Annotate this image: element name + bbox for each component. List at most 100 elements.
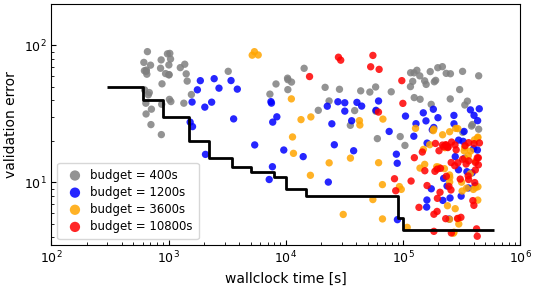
- budget = 400s: [458, 69, 467, 74]
- budget = 1200s: [455, 138, 463, 142]
- budget = 3600s: [378, 217, 387, 221]
- budget = 1200s: [466, 108, 475, 112]
- budget = 400s: [165, 72, 173, 77]
- budget = 1200s: [188, 124, 197, 129]
- budget = 400s: [147, 122, 155, 127]
- budget = 1200s: [268, 164, 277, 169]
- budget = 400s: [272, 82, 280, 86]
- budget = 1200s: [299, 154, 308, 159]
- budget = 400s: [410, 95, 419, 100]
- budget = 1200s: [393, 217, 401, 222]
- budget = 1200s: [371, 108, 380, 113]
- budget = 400s: [430, 79, 438, 84]
- budget = 3600s: [426, 142, 434, 147]
- budget = 3600s: [378, 117, 387, 122]
- budget = 1200s: [443, 184, 451, 188]
- budget = 400s: [158, 81, 166, 86]
- budget = 400s: [283, 76, 292, 81]
- budget = 1200s: [440, 176, 448, 181]
- budget = 400s: [410, 70, 418, 75]
- budget = 1200s: [330, 142, 339, 147]
- budget = 1200s: [419, 110, 428, 115]
- budget = 10800s: [306, 74, 314, 79]
- budget = 3600s: [464, 153, 473, 158]
- budget = 1200s: [454, 167, 463, 172]
- budget = 10800s: [452, 148, 460, 152]
- budget = 10800s: [446, 188, 455, 192]
- budget = 400s: [413, 68, 421, 72]
- budget = 1200s: [215, 86, 224, 90]
- budget = 10800s: [443, 145, 452, 150]
- budget = 1200s: [196, 78, 205, 83]
- budget = 10800s: [461, 143, 470, 148]
- budget = 400s: [158, 102, 166, 107]
- budget = 400s: [446, 97, 455, 101]
- budget = 1200s: [446, 196, 455, 200]
- budget = 1200s: [410, 134, 418, 139]
- budget = 3600s: [289, 151, 298, 156]
- budget = 10800s: [375, 67, 383, 72]
- budget = 3600s: [378, 182, 386, 187]
- budget = 1200s: [445, 217, 453, 221]
- budget = 3600s: [449, 231, 458, 235]
- budget = 10800s: [470, 141, 479, 146]
- budget = 10800s: [438, 143, 446, 147]
- budget = 1200s: [457, 194, 465, 198]
- budget = 1200s: [272, 115, 281, 119]
- budget = 400s: [167, 99, 175, 104]
- budget = 1200s: [473, 148, 482, 152]
- budget = 10800s: [398, 78, 406, 83]
- budget = 3600s: [469, 187, 478, 192]
- budget = 1200s: [473, 118, 482, 123]
- budget = 1200s: [450, 122, 458, 126]
- budget = 3600s: [450, 230, 458, 235]
- budget = 3600s: [474, 135, 482, 139]
- budget = 400s: [346, 123, 355, 128]
- budget = 3600s: [288, 135, 297, 139]
- budget = 400s: [406, 84, 415, 89]
- budget = 400s: [181, 62, 189, 66]
- budget = 1200s: [340, 109, 349, 113]
- budget = 1200s: [422, 119, 430, 123]
- budget = 1200s: [201, 152, 210, 157]
- budget = 400s: [144, 93, 153, 97]
- budget = 1200s: [412, 122, 420, 126]
- budget = 400s: [224, 69, 233, 74]
- budget = 10800s: [391, 188, 400, 193]
- Y-axis label: validation error: validation error: [4, 71, 18, 178]
- budget = 400s: [157, 132, 166, 137]
- budget = 3600s: [248, 53, 257, 57]
- budget = 3600s: [433, 164, 441, 169]
- budget = 400s: [183, 79, 191, 84]
- budget = 3600s: [460, 148, 468, 153]
- budget = 3600s: [440, 166, 449, 171]
- budget = 400s: [146, 63, 155, 68]
- budget = 3600s: [325, 161, 333, 165]
- budget = 10800s: [430, 229, 438, 234]
- budget = 400s: [163, 52, 172, 56]
- budget = 10800s: [450, 163, 459, 168]
- budget = 400s: [284, 87, 292, 92]
- budget = 3600s: [369, 197, 377, 202]
- budget = 3600s: [307, 115, 315, 119]
- budget = 400s: [165, 97, 174, 102]
- budget = 3600s: [429, 127, 438, 131]
- budget = 10800s: [468, 198, 477, 203]
- budget = 1200s: [463, 169, 471, 174]
- budget = 400s: [166, 57, 175, 61]
- budget = 10800s: [445, 184, 453, 189]
- budget = 400s: [180, 101, 188, 106]
- budget = 400s: [420, 79, 429, 83]
- budget = 3600s: [473, 198, 482, 202]
- budget = 3600s: [453, 126, 462, 131]
- budget = 3600s: [466, 171, 474, 176]
- budget = 400s: [142, 101, 150, 106]
- budget = 1200s: [451, 154, 459, 159]
- budget = 1200s: [464, 186, 473, 190]
- budget = 400s: [463, 99, 472, 104]
- budget = 3600s: [451, 206, 459, 211]
- budget = 10800s: [410, 155, 419, 160]
- budget = 400s: [422, 82, 430, 87]
- budget = 10800s: [464, 174, 472, 178]
- budget = 1200s: [460, 156, 469, 161]
